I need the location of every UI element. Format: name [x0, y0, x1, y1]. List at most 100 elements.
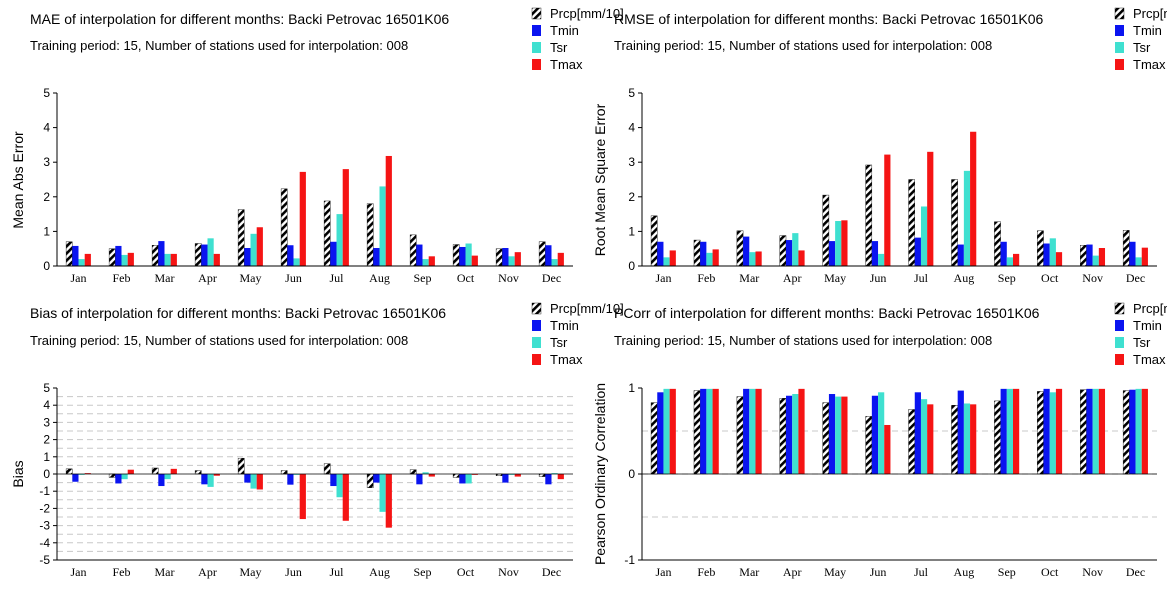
rmse-bar-tmax-oct — [1055, 252, 1063, 266]
rmse-legend-swatch-tsr — [1115, 42, 1124, 53]
bias-x-tick-label: Nov — [498, 565, 519, 579]
rmse-y-tick-label: 3 — [628, 155, 635, 169]
rmse-x-tick-label: Oct — [1041, 271, 1059, 285]
pcorr-bar-tmax-jul — [927, 404, 934, 474]
rmse-y-tick-label: 2 — [628, 190, 635, 204]
pcorr-bar-tmin-feb — [700, 388, 707, 474]
mae-bar-tmax-oct — [471, 255, 478, 266]
rmse-title: RMSE of interpolation for different mont… — [614, 11, 1044, 27]
bias-legend-label-tmax: Tmax — [550, 352, 583, 367]
bias-bar-tsr-apr — [207, 474, 214, 487]
pcorr-panel: PCorr of interpolation for different mon… — [592, 301, 1167, 579]
rmse-bar-tsr-feb — [706, 252, 713, 266]
rmse-bar-tsr-nov — [1092, 255, 1099, 266]
bias-bar-prcp-aug — [366, 473, 374, 488]
pcorr-bar-tmin-sep — [1000, 388, 1007, 474]
bias-bar-tsr-nov — [508, 474, 515, 475]
rmse-bar-tmax-feb — [712, 249, 719, 266]
bias-bar-tmin-jun — [287, 474, 294, 485]
mae-bar-tsr-jun — [293, 258, 300, 266]
bias-bar-tmax-apr — [213, 474, 220, 476]
bias-bar-tsr-aug — [379, 474, 386, 512]
mae-bar-tmax-mar — [170, 253, 177, 266]
rmse-bar-tmax-may — [841, 220, 848, 266]
rmse-x-tick-label: Aug — [954, 271, 975, 285]
rmse-bar-tmin-nov — [1086, 244, 1093, 266]
pcorr-x-tick-label: Sep — [998, 565, 1016, 579]
bias-legend-swatch-tmin — [532, 320, 541, 331]
rmse-legend-swatch-tmin — [1115, 25, 1124, 36]
rmse-x-tick-label: Jul — [914, 271, 929, 285]
pcorr-x-tick-label: Dec — [1126, 565, 1145, 579]
pcorr-bar-tsr-jan — [663, 388, 670, 474]
pcorr-legend-label-tmin: Tmin — [1133, 318, 1162, 333]
mae-bar-prcp-dec — [538, 241, 546, 267]
rmse-y-tick-label: 1 — [628, 224, 635, 238]
bias-panel: Bias of interpolation for different mont… — [10, 301, 624, 579]
bias-y-tick-label: 4 — [43, 398, 50, 412]
bias-legend: Prcp[mm/10] Tmin Tsr Tmax — [531, 301, 624, 367]
rmse-bar-tmin-dec — [1129, 241, 1136, 266]
mae-y-tick-label: 5 — [43, 86, 50, 100]
mae-bar-tmax-sep — [428, 256, 435, 266]
mae-bar-tsr-dec — [551, 259, 558, 266]
rmse-y-tick-label: 5 — [628, 86, 635, 100]
rmse-bar-tmax-jan — [669, 250, 676, 266]
bias-y-axis-label: Bias — [10, 460, 26, 487]
bias-bar-tmin-mar — [158, 474, 165, 487]
rmse-legend-swatch-tmax — [1115, 59, 1124, 70]
mae-bar-tmin-oct — [459, 246, 466, 266]
rmse-x-tick-label: Sep — [998, 271, 1016, 285]
rmse-bar-prcp-apr — [779, 235, 787, 267]
bias-bar-tmax-sep — [428, 474, 435, 477]
bias-bar-tmin-feb — [115, 474, 122, 484]
bias-bar-tmin-jul — [330, 474, 337, 487]
mae-legend-swatch-prcp — [531, 7, 542, 20]
bias-bar-tsr-feb — [121, 474, 128, 480]
pcorr-y-axis-label: Pearson Ordinary Correlation — [592, 383, 608, 565]
rmse-bar-tmin-jan — [657, 241, 664, 266]
mae-x-tick-label: May — [240, 271, 262, 285]
bias-plot-area: -5 -4 -3 -2 -1 0 1 2 3 4 5 Jan Feb Mar Apr May Jun Jul Aug… — [39, 381, 573, 579]
bias-legend-label-tsr: Tsr — [550, 335, 568, 350]
bias-legend-label-prcp: Prcp[mm/10] — [550, 301, 624, 316]
mae-bar-prcp-oct — [452, 244, 460, 267]
rmse-x-tick-label: Feb — [697, 271, 715, 285]
mae-bar-tmax-jul — [342, 169, 349, 266]
pcorr-bar-prcp-mar — [736, 396, 744, 475]
rmse-panel: RMSE of interpolation for different mont… — [592, 6, 1167, 285]
pcorr-bar-tsr-dec — [1135, 388, 1142, 474]
rmse-bar-tmax-aug — [970, 131, 977, 266]
pcorr-bar-tsr-nov — [1092, 388, 1099, 474]
bias-legend-swatch-tsr — [532, 337, 541, 348]
pcorr-x-tick-label: Mar — [739, 565, 759, 579]
pcorr-legend-swatch-tsr — [1115, 337, 1124, 348]
pcorr-bar-tmin-nov — [1086, 388, 1093, 474]
mae-legend-label-tmin: Tmin — [550, 23, 579, 38]
pcorr-bar-tmax-oct — [1055, 388, 1063, 474]
rmse-bar-tmin-oct — [1043, 243, 1050, 266]
bias-bar-tmax-jun — [299, 474, 306, 520]
mae-bar-tmax-apr — [213, 253, 220, 266]
mae-bar-tmin-jan — [72, 245, 79, 266]
rmse-bar-prcp-jan — [650, 215, 658, 267]
mae-title: MAE of interpolation for different month… — [30, 11, 449, 27]
mae-bar-tmax-jan — [84, 253, 91, 266]
mae-bar-prcp-aug — [366, 203, 374, 267]
rmse-bar-prcp-jul — [908, 179, 915, 267]
bias-x-tick-label: Sep — [414, 565, 432, 579]
bias-bar-prcp-jun — [280, 470, 288, 475]
bias-y-tick-label: 5 — [43, 381, 50, 395]
pcorr-x-tick-label: Apr — [783, 565, 802, 579]
pcorr-bar-tmin-jun — [871, 395, 879, 474]
rmse-legend-label-prcp: Prcp[mm/10] — [1133, 6, 1167, 21]
rmse-y-tick-label: 0 — [628, 259, 635, 273]
pcorr-bar-prcp-jul — [908, 409, 915, 475]
mae-bar-tmax-feb — [127, 252, 134, 266]
bias-bar-tsr-sep — [422, 472, 429, 474]
bias-x-tick-label: Apr — [198, 565, 217, 579]
pcorr-plot-area: -1 0 1 Jan Feb Mar Apr May Jun Jul Aug Sep Oct Nov Dec — [624, 381, 1157, 579]
rmse-bar-tmax-apr — [798, 250, 805, 266]
rmse-x-tick-label: Mar — [739, 271, 759, 285]
rmse-bar-tsr-jan — [663, 257, 670, 266]
